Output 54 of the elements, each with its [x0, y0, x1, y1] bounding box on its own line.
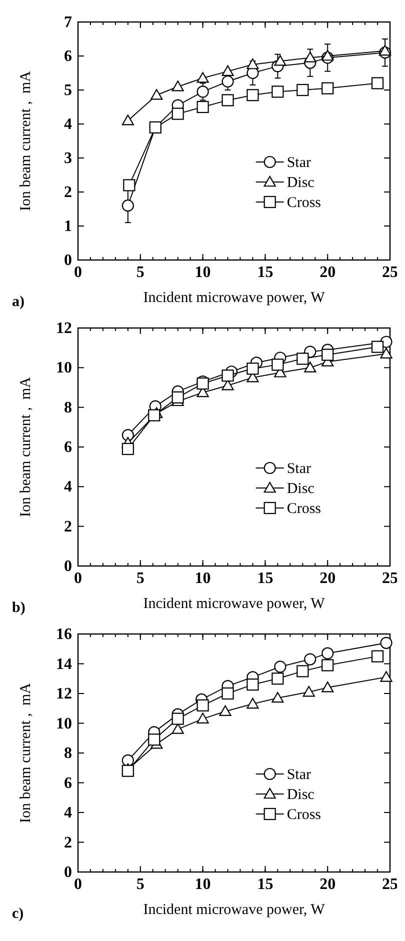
y-axis-title: Ion beam current , mA	[18, 376, 34, 517]
legend-label: Star	[286, 461, 312, 477]
x-axis-title: Incident microwave power, W	[143, 290, 326, 306]
y-tick-label: 8	[64, 745, 72, 762]
y-tick-label: 12	[56, 320, 72, 337]
y-tick-label: 6	[64, 774, 72, 792]
x-tick-label: 5	[136, 876, 144, 893]
legend-label: Disc	[286, 175, 315, 191]
y-tick-label: 4	[64, 804, 72, 822]
legend-label: Cross	[286, 501, 322, 517]
y-tick-label: 16	[56, 626, 72, 643]
y-tick-label: 2	[64, 834, 72, 852]
y-tick-label: 0	[64, 864, 72, 881]
y-axis-title: Ion beam current , mA	[18, 682, 34, 823]
y-tick-label: 1	[64, 218, 72, 235]
y-axis-title: Ion beam current , mA	[18, 70, 34, 211]
y-tick-label: 5	[64, 82, 72, 99]
text: b)	[12, 600, 26, 616]
y-tick-label: 6	[64, 439, 72, 456]
text: c)	[12, 906, 24, 922]
x-tick-label: 10	[194, 264, 211, 281]
y-tick-label: 2	[64, 184, 72, 201]
y-tick-label: 6	[64, 48, 72, 65]
x-tick-label: 5	[136, 264, 144, 281]
y-tick-label: 4	[64, 478, 72, 496]
text: a)	[12, 294, 24, 310]
y-tick-label: 10	[56, 715, 72, 732]
x-tick-label: 10	[194, 876, 211, 893]
legend-label: Cross	[286, 807, 322, 823]
legend-label: Star	[286, 767, 312, 783]
y-tick-label: 14	[56, 656, 72, 673]
x-tick-label: 20	[320, 264, 336, 281]
x-tick-label: 20	[320, 570, 336, 587]
y-tick-label: 10	[56, 360, 72, 377]
y-tick-label: 4	[64, 116, 72, 133]
x-tick-label: 15	[257, 570, 274, 587]
legend-label: Star	[286, 155, 312, 171]
y-tick-label: 3	[64, 150, 72, 167]
x-axis-title: Incident microwave power, W	[143, 596, 326, 612]
y-tick-label: 0	[64, 558, 72, 575]
x-tick-label: 10	[194, 570, 211, 587]
legend-label: Cross	[286, 195, 322, 211]
y-tick-label: 0	[64, 252, 72, 269]
legend-label: Disc	[286, 787, 315, 803]
x-tick-label: 15	[257, 264, 274, 281]
x-tick-label: 20	[320, 876, 336, 893]
y-tick-label: 8	[64, 399, 72, 416]
y-tick-label: 7	[64, 14, 72, 31]
x-tick-label: 15	[257, 876, 274, 893]
y-tick-label: 12	[56, 686, 72, 702]
legend-label: Disc	[286, 481, 315, 497]
x-axis-title: Incident microwave power, W	[143, 902, 326, 918]
x-tick-label: 5	[136, 570, 144, 587]
y-tick-label: 2	[64, 518, 72, 536]
